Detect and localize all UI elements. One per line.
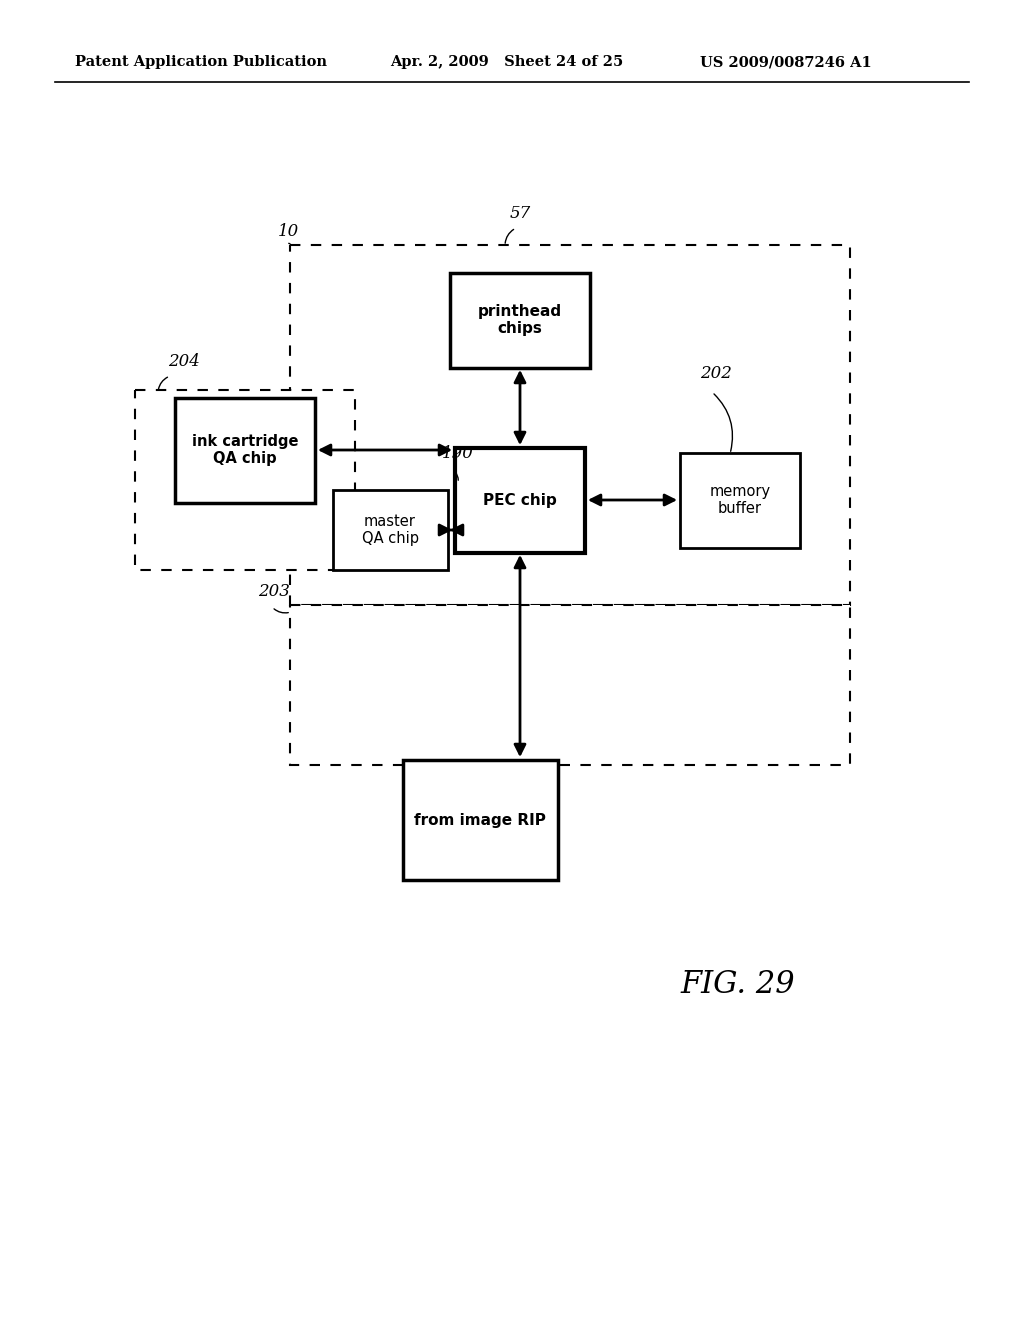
Bar xyxy=(455,447,585,553)
Text: 204: 204 xyxy=(168,352,200,370)
Text: master
QA chip: master QA chip xyxy=(361,513,419,546)
Text: Patent Application Publication: Patent Application Publication xyxy=(75,55,327,69)
Text: FIG. 29: FIG. 29 xyxy=(680,969,795,1001)
Text: memory
buffer: memory buffer xyxy=(710,484,771,516)
Bar xyxy=(403,760,558,880)
Text: PEC chip: PEC chip xyxy=(483,492,557,507)
Text: ink cartridge
QA chip: ink cartridge QA chip xyxy=(191,434,298,466)
Bar xyxy=(290,605,850,766)
Text: 57: 57 xyxy=(510,205,531,222)
Bar xyxy=(290,246,850,605)
Bar xyxy=(175,399,315,503)
Bar xyxy=(135,389,355,570)
Text: printhead
chips: printhead chips xyxy=(478,304,562,337)
Text: 203: 203 xyxy=(258,583,290,601)
Bar xyxy=(450,273,590,368)
Bar xyxy=(333,490,449,570)
Text: from image RIP: from image RIP xyxy=(414,813,546,828)
Text: US 2009/0087246 A1: US 2009/0087246 A1 xyxy=(700,55,871,69)
Text: 202: 202 xyxy=(700,366,732,381)
Text: Apr. 2, 2009   Sheet 24 of 25: Apr. 2, 2009 Sheet 24 of 25 xyxy=(390,55,624,69)
Text: 190: 190 xyxy=(442,445,474,462)
Bar xyxy=(680,453,800,548)
Text: 10: 10 xyxy=(278,223,299,240)
